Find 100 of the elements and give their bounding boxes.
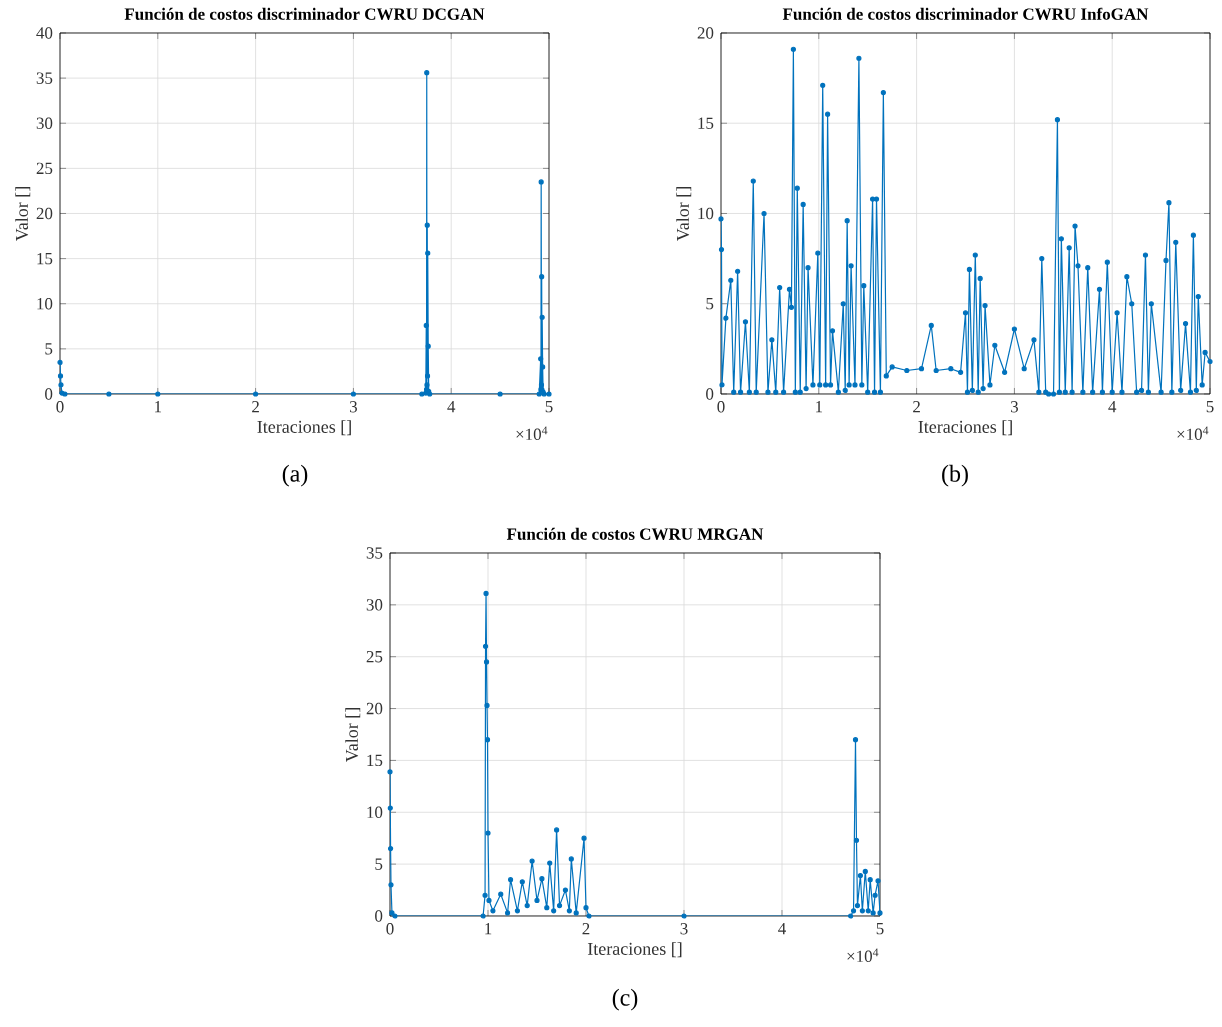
x-axis-title: Iteraciones [] [257,420,351,436]
point [681,913,687,919]
y-tick-label: 40 [36,27,53,39]
x-axis-title: Iteraciones [] [918,420,1012,436]
point [387,805,393,811]
point [58,382,64,388]
point [586,913,592,919]
point [877,910,883,916]
x-tick-label: 0 [56,401,64,413]
y-tick-label: 10 [367,806,383,818]
point [483,590,489,597]
y-tick-label: 35 [366,547,383,559]
x-tick-label: 5 [1206,401,1214,413]
text: (a) [282,464,308,487]
point [514,908,520,914]
point [392,913,398,919]
point [57,373,64,379]
y-tick-label: 0 [706,388,714,400]
point [155,391,161,397]
x-tick-label: 2 [582,923,590,935]
y-axis-title: Valor [] [15,187,31,242]
y-tick-label: 5 [375,858,383,870]
y-tick-label: 15 [37,252,53,265]
point [505,910,511,916]
point [253,391,259,397]
point [389,910,395,916]
x-tick-label: 4 [778,923,786,935]
point [539,314,545,320]
point [539,876,545,882]
x-tick-label: 0 [717,401,725,413]
point [425,343,431,349]
point [57,359,63,365]
point [867,877,873,883]
point [581,835,587,841]
point [852,737,859,743]
point [853,837,860,843]
point [556,903,563,909]
point [850,908,857,914]
point [498,891,504,897]
point [554,827,560,833]
point [480,913,486,919]
point [544,905,550,911]
y-axis-title: Valor [] [345,708,361,763]
point [484,702,490,709]
point [862,868,868,874]
point [490,908,496,914]
point [388,882,394,888]
y-tick-label: 20 [36,207,53,220]
point [387,845,394,852]
y-tick-label: 10 [37,298,53,310]
y-axis-title: Valor [] [676,187,692,242]
point [424,382,430,388]
point [534,897,540,904]
point [387,769,393,775]
point [507,877,514,883]
x-axis-title: Iteraciones [] [587,942,682,958]
y-tick-label: 0 [375,910,383,922]
point [524,903,530,909]
point [497,391,503,397]
point [859,908,865,914]
x-tick-label: 0 [386,923,394,935]
point [857,872,863,879]
point [419,391,425,397]
y-tick-label: 5 [45,343,53,355]
point [424,70,430,76]
x-tick-label: 2 [913,401,920,413]
point [482,643,489,649]
x-tick-label: 1 [816,401,823,413]
x-tick-label: 4 [447,401,456,413]
point [551,908,557,914]
chart-title: Función de costos discriminador CWRU DCGAN [124,7,485,20]
x-tick-label: 4 [1108,401,1117,413]
point [568,856,574,862]
point [539,274,545,280]
point [573,910,579,916]
point [538,356,544,362]
chart-title: Función de costos CWRU MRGAN [506,527,764,540]
point [854,903,861,909]
point [583,905,589,911]
y-tick-label: 30 [366,599,383,611]
y-tick-label: 10 [698,207,714,220]
text: (b) [942,464,968,487]
point [546,391,552,397]
point [538,179,544,185]
text: (c) [612,988,638,1011]
point [536,391,542,397]
x-tick-label: 1 [155,401,162,413]
x-tick-label: 3 [1010,401,1018,413]
point [485,830,491,836]
point [106,391,112,397]
text: ×10$^{4}$ [847,948,879,963]
y-tick-label: 15 [367,754,383,767]
y-tick-label: 5 [706,298,714,310]
y-tick-label: 25 [366,650,383,663]
point [547,860,553,866]
point [566,908,572,914]
point [484,737,491,743]
point [872,892,878,898]
point [486,897,492,904]
y-tick-label: 20 [697,27,714,39]
